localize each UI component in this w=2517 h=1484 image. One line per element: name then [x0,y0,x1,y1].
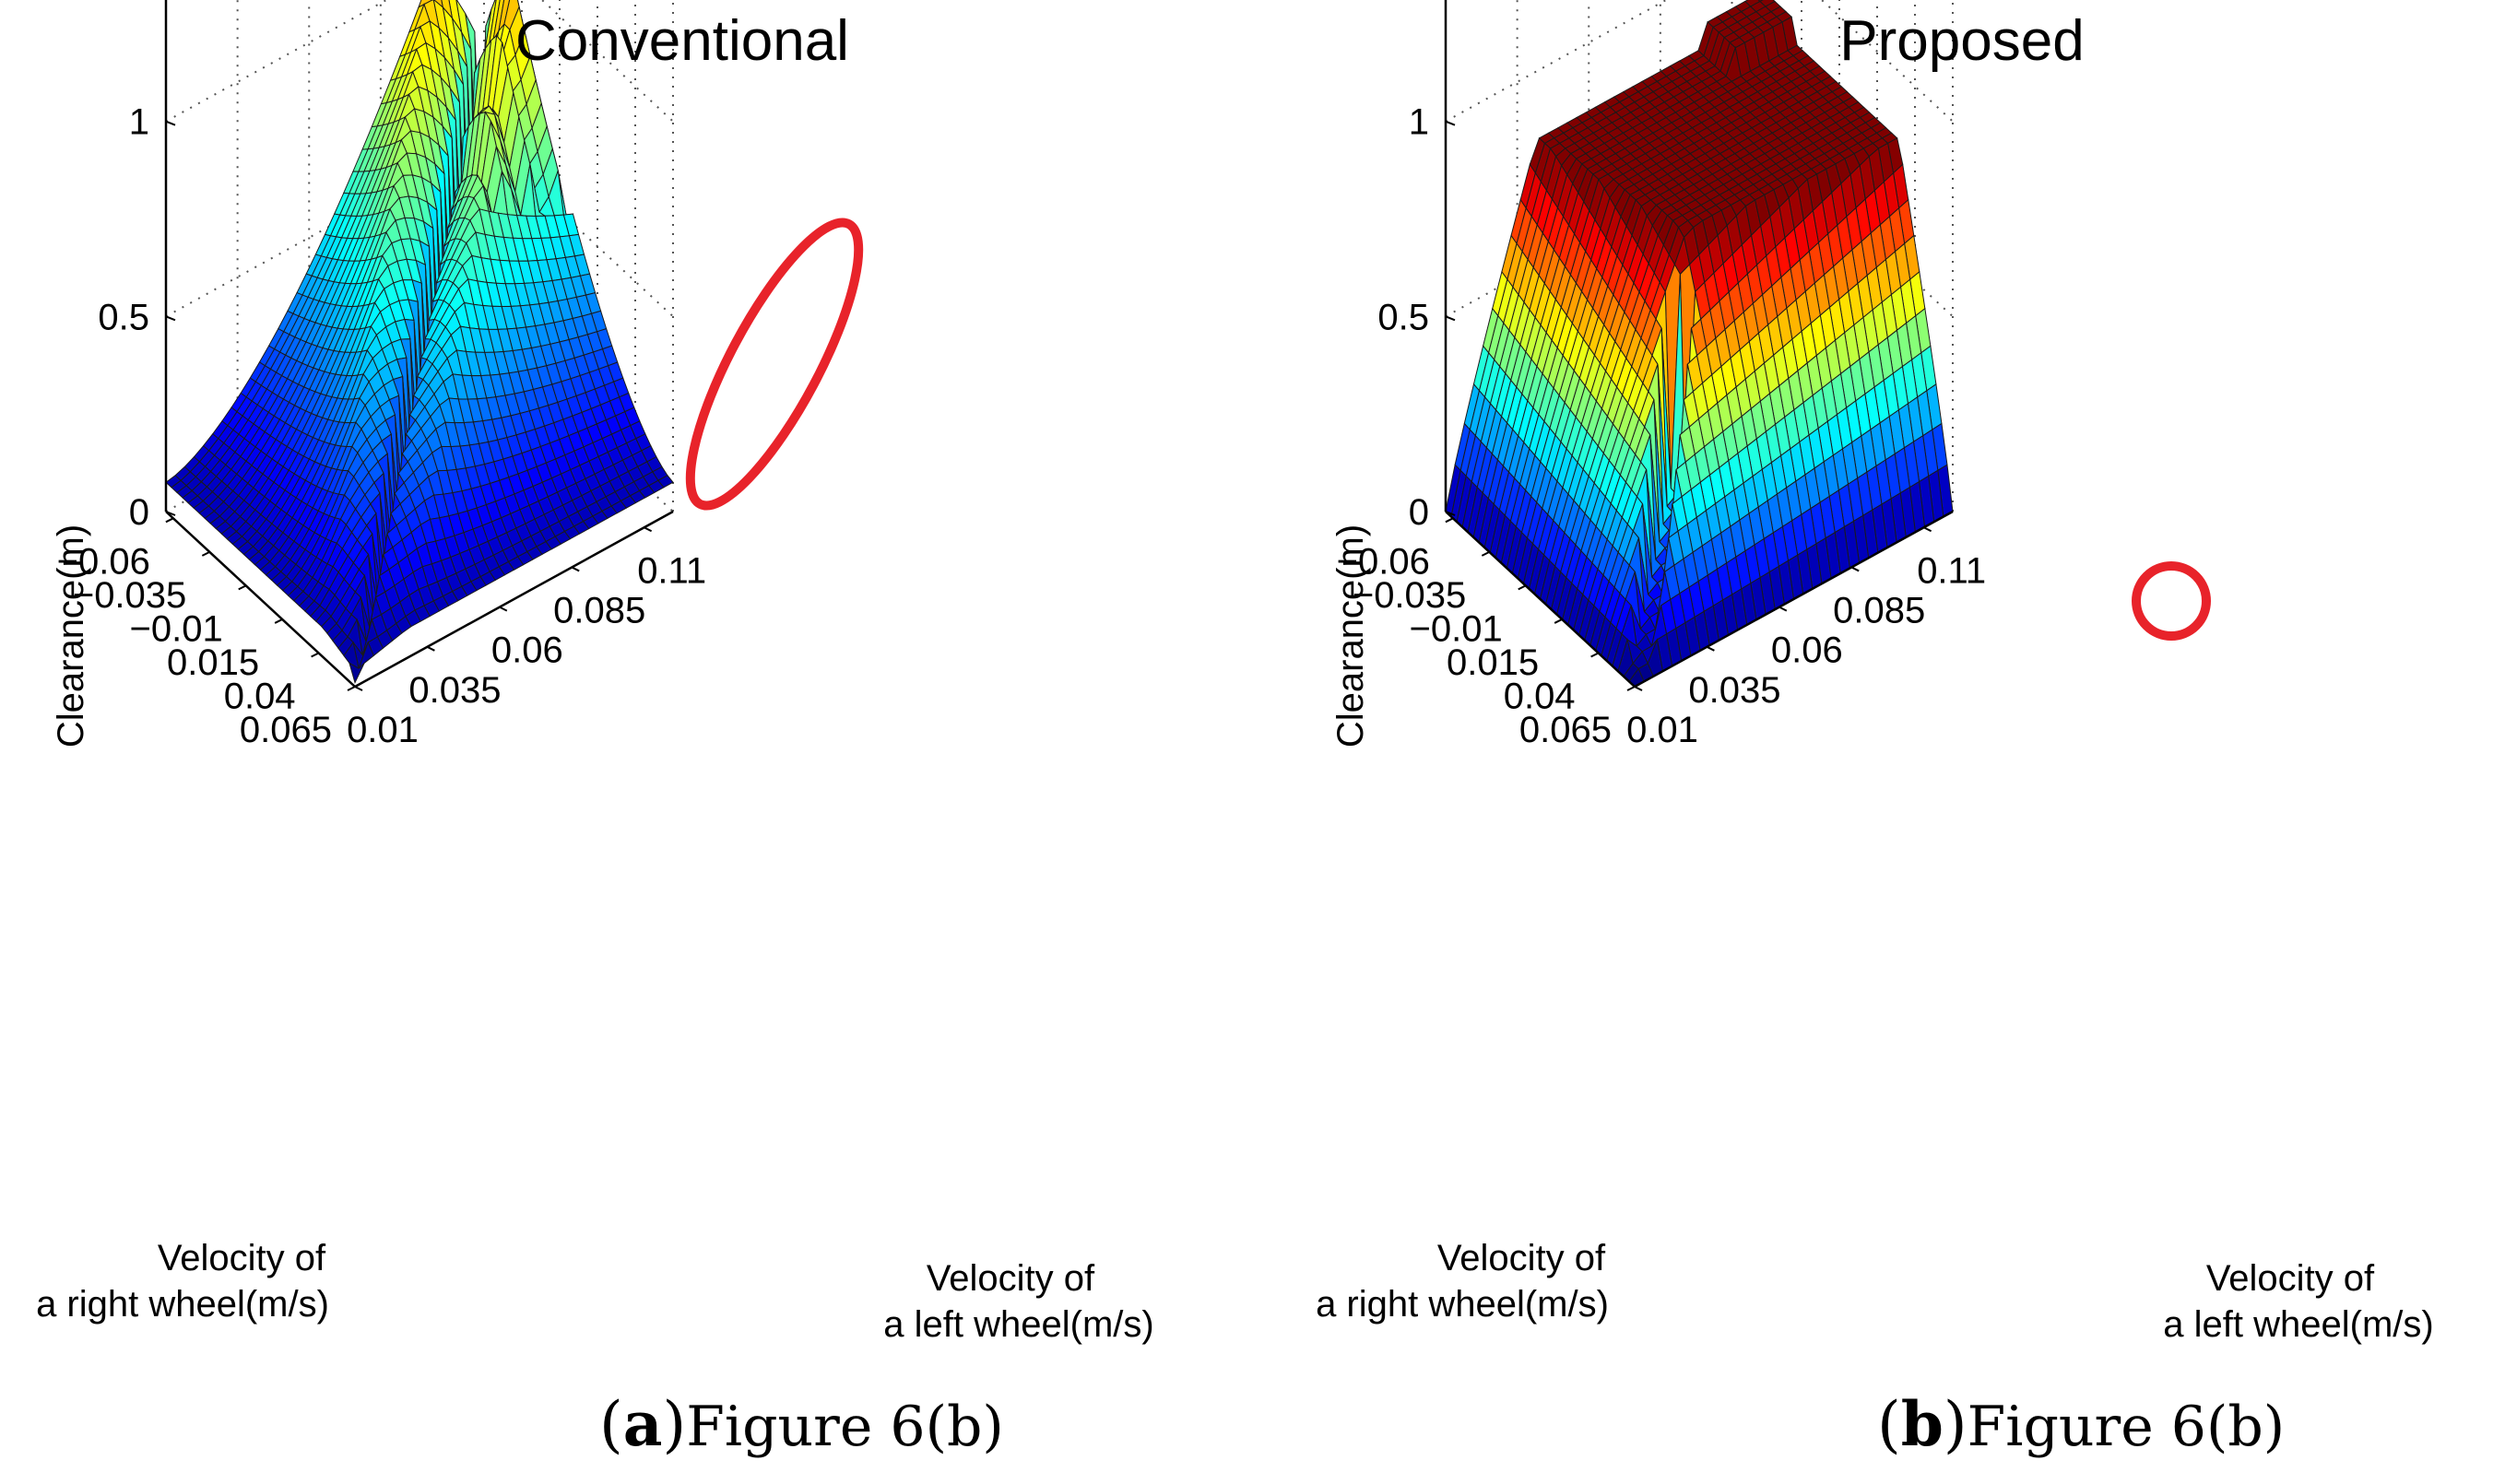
y-tick-mark [1518,584,1527,591]
y-tick-mark [165,517,174,524]
axes-lines [1444,0,1954,689]
z-tick-mark [1445,315,1456,322]
chart-title: Conventional [515,9,849,73]
y-tick-label: 0.04 [1504,676,1576,716]
y-axis-label-line2: a right wheel(m/s) [36,1284,329,1325]
x-axis-line [1634,510,1954,689]
x-tick-mark [571,566,580,572]
z-tick-mark [1445,120,1456,126]
y-tick-label: −0.035 [73,575,186,616]
z-tick-label: 0.5 [1377,297,1429,337]
chart-title: Proposed [1839,9,2084,73]
z-tick-label: 0 [1409,492,1429,533]
caption: (b)Figure 6(b) [1877,1388,2285,1460]
y-tick-label: 0.065 [240,710,332,750]
y-tick-label: 0.015 [167,642,259,683]
x-axis-label-line1: Velocity of [2206,1258,2375,1299]
highlight-ellipse [685,218,864,511]
x-tick-label: 0.06 [1771,630,1843,671]
surface-plot [165,0,674,685]
y-axis-label-line1: Velocity of [1437,1238,1606,1278]
y-tick-mark [1445,517,1454,524]
x-tick-mark [499,606,508,612]
x-axis-line [354,510,674,689]
z-tick-label: 1 [129,102,149,143]
x-tick-label: 0.085 [553,590,645,630]
y-axis-label-line2: a right wheel(m/s) [1316,1284,1609,1325]
z-tick-mark [165,315,176,322]
z-tick-label: 1 [1409,102,1429,143]
z-tick-mark [165,511,176,516]
surface-plot [1445,0,1954,688]
z-tick-label: 0 [129,492,149,533]
y-tick-mark [311,652,320,658]
z-tick-mark [1445,511,1456,516]
tick-labels: 0.010.0350.060.0850.11−0.06−0.035−0.010.… [1337,102,1986,750]
z-axis-label: Clearance(m) [51,524,91,748]
panel-proposed: 0.010.0350.060.0850.11−0.06−0.035−0.010.… [1316,0,2434,1460]
tick-labels: 0.010.0350.060.0850.11−0.06−0.035−0.010.… [57,102,706,750]
x-tick-label: 0.01 [1626,710,1698,750]
caption-letter: b [1901,1388,1944,1460]
caption-text: Figure 6(b) [686,1395,1004,1459]
z-axis-label: Clearance(m) [1330,524,1371,748]
caption-letter: a [623,1388,663,1460]
grid-line [165,0,674,123]
y-tick-mark [347,686,356,691]
x-tick-mark [644,526,653,533]
y-tick-mark [238,584,247,591]
surface-patch [349,662,365,685]
z-tick-label: 0.5 [98,297,149,337]
x-tick-mark [1706,645,1715,652]
x-tick-label: 0.035 [1688,670,1780,711]
y-axis-line [165,511,356,688]
y-axis-label-line1: Velocity of [158,1238,326,1278]
y-tick-label: −0.01 [130,608,223,649]
x-tick-label: 0.035 [408,670,501,711]
y-tick-label: −0.06 [1337,541,1430,582]
y-tick-label: −0.01 [1410,608,1503,649]
caption-text: Figure 6(b) [1968,1395,2286,1459]
y-tick-label: 0.04 [224,676,296,716]
x-tick-label: 0.085 [1833,590,1925,630]
grid-line [165,140,674,318]
y-tick-mark [1626,686,1636,691]
x-tick-mark [1778,606,1788,612]
y-tick-mark [1481,550,1490,557]
grid-line [1445,0,1954,123]
svg-text:(b)Figure 6(b): (b)Figure 6(b) [1877,1388,2285,1460]
y-tick-mark [1590,652,1600,658]
x-tick-mark [426,645,435,652]
highlight-circle [2132,561,2211,641]
z-tick-mark [165,120,176,126]
y-tick-mark [1554,618,1563,624]
y-tick-label: −0.035 [1353,575,1466,616]
x-axis-label-line2: a left wheel(m/s) [883,1304,1153,1345]
x-axis-label-line1: Velocity of [927,1258,1095,1299]
y-tick-mark [201,550,210,557]
y-tick-mark [274,618,283,624]
axes-lines [164,0,674,689]
svg-text:(a)Figure 6(b): (a)Figure 6(b) [599,1388,1004,1460]
x-tick-label: 0.11 [637,550,706,591]
x-tick-mark [1850,566,1860,572]
x-tick-mark [1634,686,1643,691]
x-axis-label-line2: a left wheel(m/s) [2163,1304,2433,1345]
x-tick-label: 0.06 [491,630,563,671]
y-tick-label: 0.065 [1519,710,1612,750]
caption: (a)Figure 6(b) [599,1388,1004,1460]
y-axis-line [1445,511,1636,688]
x-tick-mark [1923,526,1932,533]
x-tick-label: 0.11 [1917,550,1986,591]
x-tick-label: 0.01 [347,710,419,750]
x-tick-mark [354,686,363,691]
y-tick-label: −0.06 [57,541,150,582]
y-tick-label: 0.015 [1447,642,1539,683]
panel-conventional: 0.010.0350.060.0850.11−0.06−0.035−0.010.… [36,0,1154,1460]
